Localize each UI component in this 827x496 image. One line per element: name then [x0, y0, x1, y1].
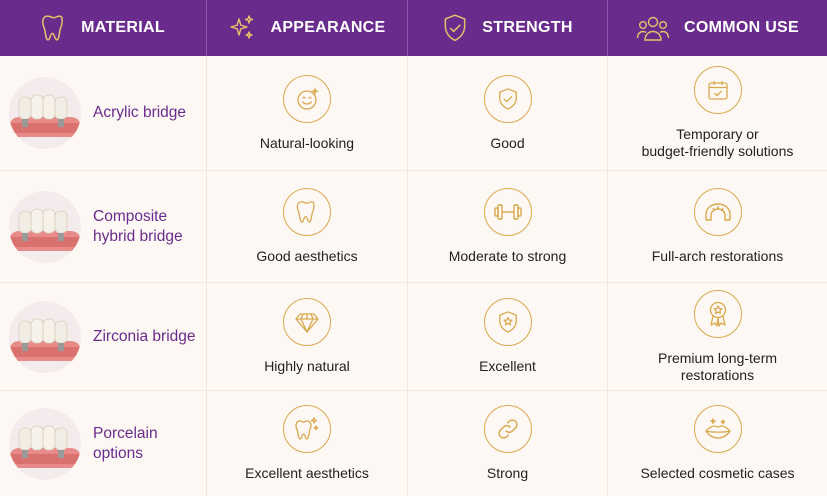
appearance-text: Highly natural	[264, 358, 350, 374]
header-common-use: COMMON USE	[608, 0, 827, 56]
header-appearance: APPEARANCE	[207, 0, 408, 56]
header-label: STRENGTH	[482, 19, 573, 36]
people-group-icon	[636, 16, 670, 41]
use-cell: Temporary or budget-friendly solutions	[608, 56, 827, 170]
table-header: MATERIAL APPEARANCE STRENGTH COMMON USE	[0, 0, 827, 56]
tooth-icon	[283, 188, 331, 236]
table-row: Acrylic bridge Natural-looking Good Temp…	[0, 56, 827, 171]
table-row: Porcelain options Excellent aesthetics S…	[0, 391, 827, 496]
header-material: MATERIAL	[0, 0, 207, 56]
table-row: Composite hybrid bridge Good aesthetics …	[0, 171, 827, 283]
award-ribbon-icon	[693, 289, 742, 338]
dumbbell-icon	[483, 188, 532, 236]
strength-text: Excellent	[479, 358, 536, 374]
appearance-cell: Excellent aesthetics	[207, 391, 408, 496]
bridge-thumbnail	[9, 407, 81, 480]
material-name: Composite hybrid bridge	[93, 207, 183, 245]
use-text: Selected cosmetic cases	[640, 465, 795, 481]
diamond-icon	[283, 298, 331, 346]
strength-cell: Excellent	[408, 283, 608, 390]
sparkle-tooth-icon	[283, 405, 331, 453]
calendar-check-icon	[693, 66, 742, 114]
appearance-text: Good aesthetics	[256, 248, 358, 264]
strength-cell: Strong	[408, 391, 608, 496]
material-cell: Zirconia bridge	[0, 283, 207, 390]
strength-text: Good	[490, 134, 525, 151]
header-strength: STRENGTH	[408, 0, 608, 56]
material-cell: Acrylic bridge	[0, 56, 207, 170]
strength-cell: Moderate to strong	[408, 171, 608, 282]
material-name: Zirconia bridge	[93, 327, 196, 345]
header-label: APPEARANCE	[270, 19, 386, 36]
bridge-thumbnail	[9, 77, 81, 149]
use-cell: Premium long-term restorations	[608, 283, 827, 390]
material-cell: Composite hybrid bridge	[0, 171, 207, 282]
use-text: Temporary or budget-friendly solutions	[641, 126, 794, 159]
header-label: COMMON USE	[684, 19, 799, 36]
shield-star-icon	[483, 298, 532, 346]
use-cell: Full-arch restorations	[608, 171, 827, 282]
lips-sparkle-icon	[693, 405, 742, 453]
sparkles-icon	[230, 15, 254, 39]
chain-link-icon	[483, 405, 532, 453]
bridge-thumbnail	[9, 190, 81, 263]
appearance-cell: Highly natural	[207, 283, 408, 390]
appearance-text: Natural-looking	[259, 134, 355, 151]
appearance-text: Excellent aesthetics	[245, 465, 369, 481]
use-text: Premium long-term restorations	[657, 349, 778, 383]
shield-check-icon	[483, 74, 532, 123]
bridge-thumbnail	[9, 300, 81, 373]
dental-arch-icon	[693, 188, 742, 236]
smiley-face-icon	[283, 74, 331, 123]
tooth-icon	[42, 15, 63, 41]
material-name: Acrylic bridge	[93, 104, 187, 121]
shield-check-icon	[444, 14, 466, 42]
use-cell: Selected cosmetic cases	[608, 391, 827, 496]
strength-text: Strong	[486, 465, 529, 481]
appearance-cell: Good aesthetics	[207, 171, 408, 282]
appearance-cell: Natural-looking	[207, 56, 408, 170]
strength-text: Moderate to strong	[448, 248, 567, 264]
table-row: Zirconia bridge Highly natural Excellent…	[0, 283, 827, 391]
strength-cell: Good	[408, 56, 608, 170]
use-text: Full-arch restorations	[651, 248, 784, 264]
header-label: MATERIAL	[81, 19, 165, 36]
material-cell: Porcelain options	[0, 391, 207, 496]
material-name: Porcelain options	[93, 424, 158, 462]
